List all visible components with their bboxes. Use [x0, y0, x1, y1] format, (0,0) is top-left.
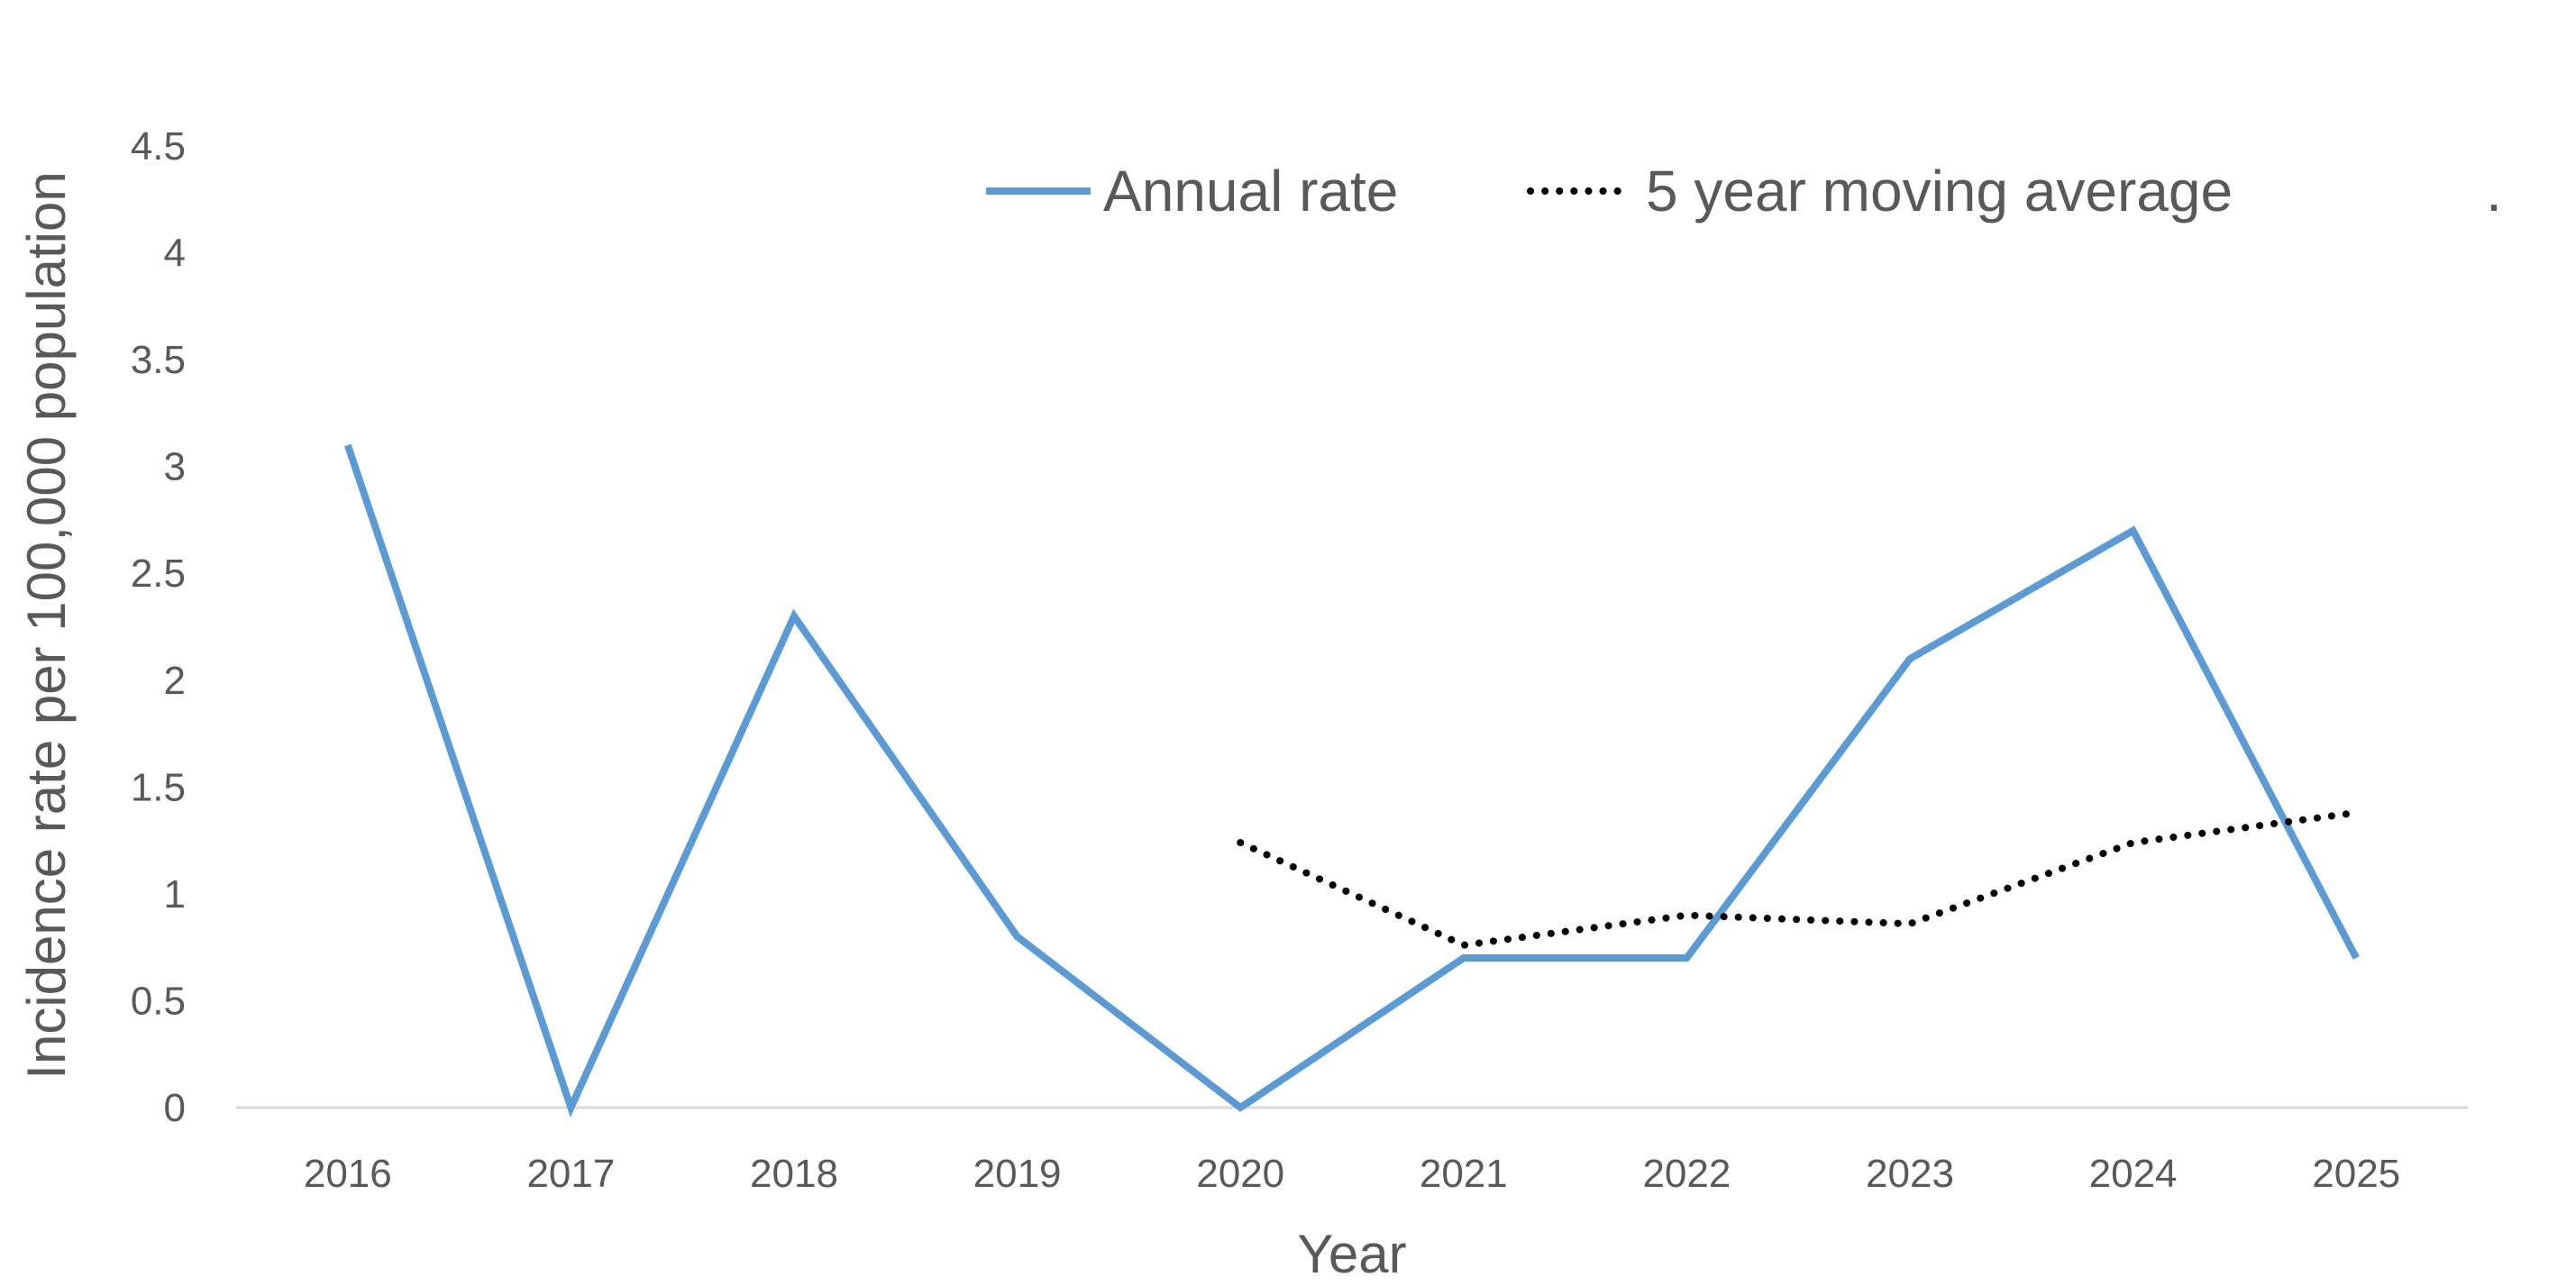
x-tick-label: 2020 — [1196, 1152, 1284, 1196]
y-axis-ticks: 0 0.5 1 1.5 2 2.5 3 3.5 4 4.5 — [131, 124, 186, 1130]
y-tick-label: 1 — [164, 872, 186, 917]
y-tick-label: 4.5 — [131, 124, 186, 169]
y-tick-label: 0 — [164, 1086, 186, 1130]
series-layer — [344, 443, 2361, 1117]
x-tick-label: 2016 — [304, 1152, 392, 1196]
legend-extra-mark: . — [2486, 159, 2502, 223]
x-tick-label: 2024 — [2089, 1152, 2178, 1196]
x-tick-label: 2022 — [1642, 1152, 1731, 1196]
x-tick-label: 2021 — [1420, 1152, 1508, 1196]
y-tick-label: 0.5 — [131, 979, 186, 1023]
x-tick-label: 2017 — [526, 1152, 615, 1196]
x-axis-ticks: 2016 2017 2018 2019 2020 2021 2022 2023 2024 2025 — [304, 1152, 2400, 1196]
y-tick-label: 1.5 — [131, 765, 186, 809]
y-tick-label: 3 — [164, 445, 186, 489]
x-tick-label: 2025 — [2312, 1152, 2400, 1196]
x-axis-title: Year — [1297, 1224, 1406, 1284]
y-tick-label: 4 — [164, 232, 186, 276]
y-tick-label: 2.5 — [131, 552, 186, 596]
y-axis-title: Incidence rate per 100,000 population — [16, 171, 77, 1079]
x-tick-label: 2018 — [750, 1152, 838, 1196]
legend-label-annual-rate: Annual rate — [1103, 159, 1398, 223]
legend: Annual rate 5 year moving average . — [986, 159, 2502, 223]
series-line-annual-rate — [344, 443, 2360, 1117]
series-line-moving-average — [1237, 808, 2361, 949]
x-tick-label: 2023 — [1866, 1152, 1954, 1196]
y-tick-label: 3.5 — [131, 338, 186, 382]
legend-label-moving-average: 5 year moving average — [1646, 159, 2233, 223]
y-tick-label: 2 — [164, 659, 186, 703]
x-tick-label: 2019 — [973, 1152, 1062, 1196]
